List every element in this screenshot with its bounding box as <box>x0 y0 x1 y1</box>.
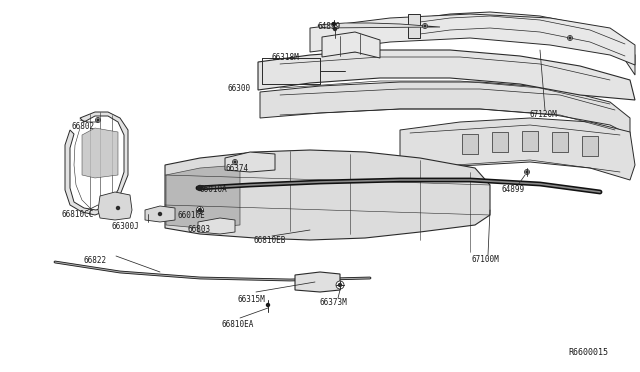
Circle shape <box>198 186 202 190</box>
Text: R6600015: R6600015 <box>568 348 608 357</box>
Polygon shape <box>552 132 568 152</box>
Circle shape <box>95 118 100 122</box>
Polygon shape <box>310 14 635 65</box>
Circle shape <box>232 160 237 164</box>
Text: 66373M: 66373M <box>320 298 348 307</box>
Circle shape <box>97 119 99 121</box>
Polygon shape <box>400 118 635 180</box>
Text: 66315M: 66315M <box>238 295 266 304</box>
Text: 66822: 66822 <box>84 256 107 265</box>
Polygon shape <box>258 50 635 100</box>
Polygon shape <box>82 128 118 178</box>
Circle shape <box>333 22 335 26</box>
Polygon shape <box>166 165 240 228</box>
Text: 66810CC: 66810CC <box>62 210 94 219</box>
Polygon shape <box>225 152 275 172</box>
Text: 66010A: 66010A <box>200 185 228 194</box>
Circle shape <box>333 28 337 31</box>
Circle shape <box>266 304 269 307</box>
Circle shape <box>568 35 573 41</box>
Polygon shape <box>582 136 598 156</box>
Text: 67100M: 67100M <box>472 255 500 264</box>
Circle shape <box>424 25 426 27</box>
Text: 66803: 66803 <box>188 225 211 234</box>
Polygon shape <box>98 192 132 220</box>
Circle shape <box>569 37 571 39</box>
Circle shape <box>196 206 204 214</box>
Polygon shape <box>318 23 440 28</box>
Text: 66300: 66300 <box>228 84 251 93</box>
Polygon shape <box>165 150 490 240</box>
Circle shape <box>159 212 161 215</box>
Text: 66810EB: 66810EB <box>254 236 286 245</box>
Text: 64899: 64899 <box>318 22 341 31</box>
Circle shape <box>198 208 202 212</box>
Polygon shape <box>322 32 380 58</box>
Text: 66300J: 66300J <box>112 222 140 231</box>
Polygon shape <box>145 206 175 222</box>
Circle shape <box>116 206 120 209</box>
Polygon shape <box>462 134 478 154</box>
Polygon shape <box>260 82 630 135</box>
Polygon shape <box>295 272 340 292</box>
Text: 64899: 64899 <box>502 185 525 194</box>
Circle shape <box>234 161 236 163</box>
Text: 66374: 66374 <box>225 164 248 173</box>
Circle shape <box>422 23 428 29</box>
Circle shape <box>339 283 342 286</box>
Text: 66318M: 66318M <box>272 53 300 62</box>
Polygon shape <box>65 112 128 215</box>
Text: 67120M: 67120M <box>530 110 557 119</box>
Polygon shape <box>198 218 235 234</box>
Polygon shape <box>420 12 635 75</box>
Circle shape <box>526 171 528 173</box>
Polygon shape <box>492 132 508 152</box>
Circle shape <box>525 170 529 174</box>
Text: 66010E: 66010E <box>178 211 205 220</box>
Circle shape <box>336 281 344 289</box>
Text: 66802: 66802 <box>72 122 95 131</box>
Text: 66810EA: 66810EA <box>222 320 254 329</box>
Polygon shape <box>408 14 420 38</box>
Polygon shape <box>522 131 538 151</box>
